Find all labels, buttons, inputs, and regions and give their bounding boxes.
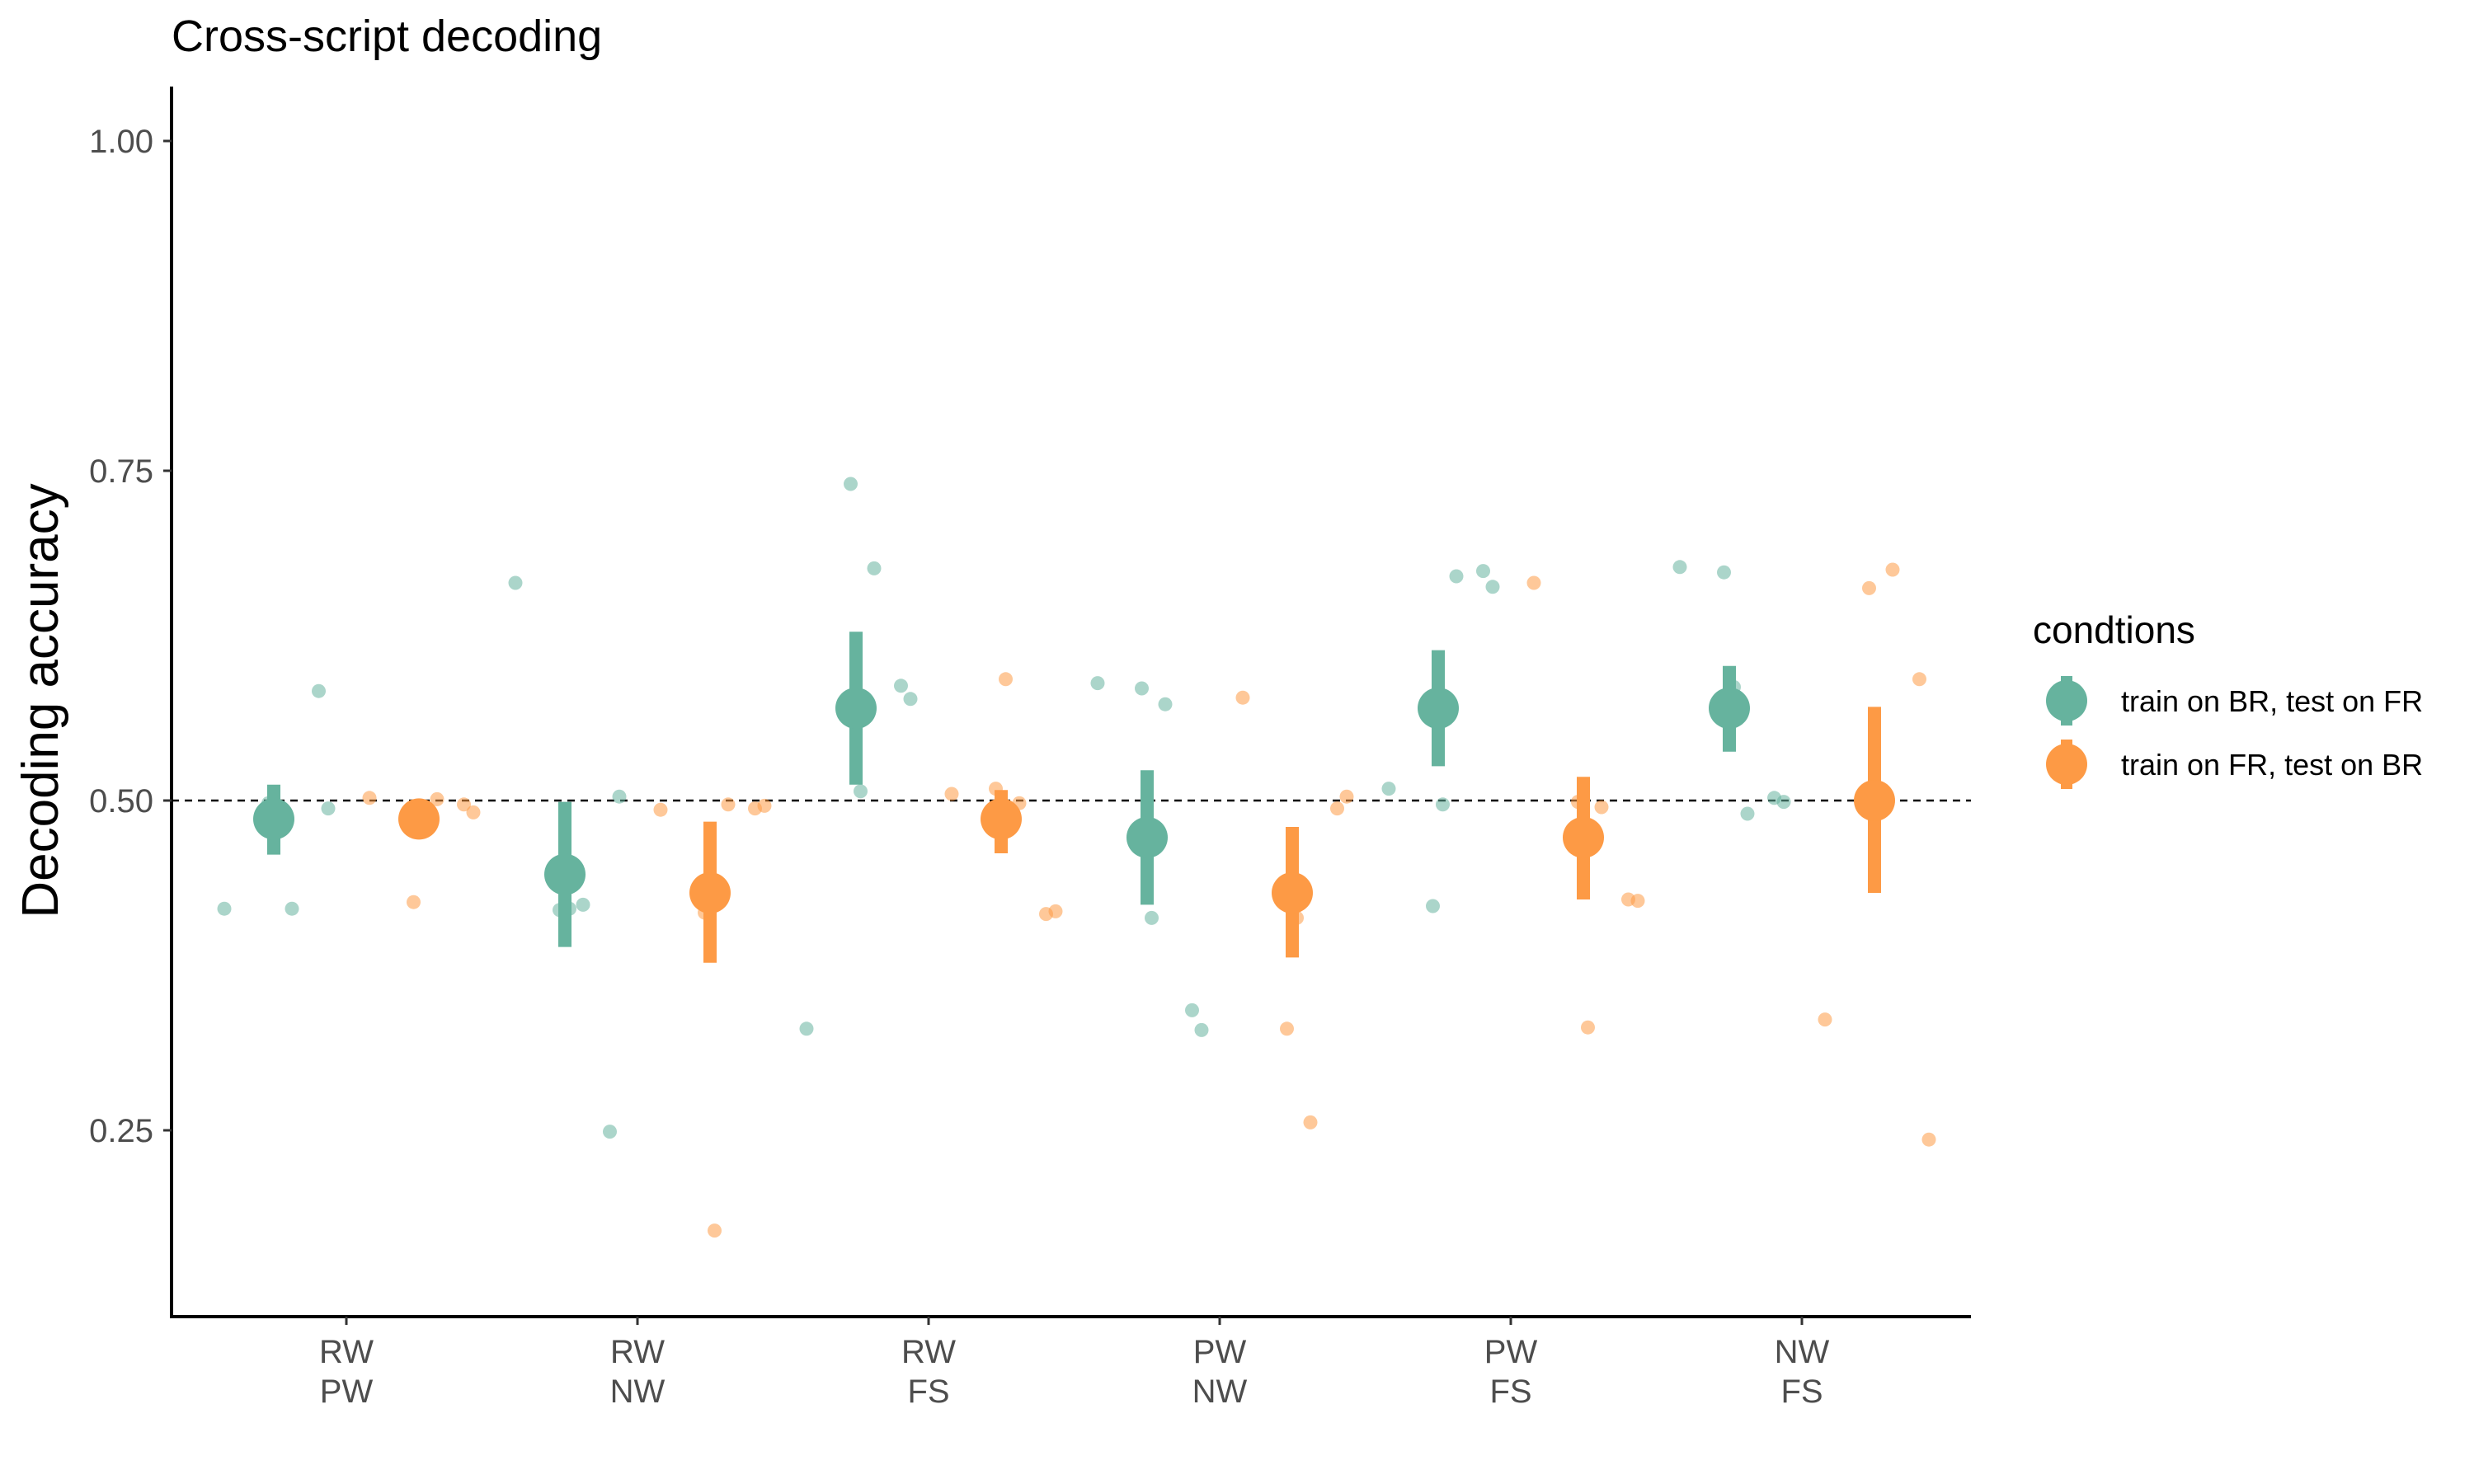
mean-point xyxy=(1418,688,1459,729)
y-tick-label: 0.75 xyxy=(89,453,153,490)
data-point xyxy=(1426,899,1440,913)
data-point xyxy=(217,901,232,916)
x-tick-label-line1: RW xyxy=(610,1334,665,1370)
data-point xyxy=(1717,565,1731,580)
data-point xyxy=(1436,797,1450,812)
x-tick-label-line1: PW xyxy=(1193,1334,1247,1370)
mean-point xyxy=(544,853,586,895)
data-point xyxy=(285,901,299,916)
mean-point xyxy=(689,872,731,913)
data-point xyxy=(1185,1003,1199,1017)
plot-area: 0.25 0.50 0.75 1.00 RW PW RW NW RW FS PW NW PW FS NW FS xyxy=(89,87,1971,1410)
data-point xyxy=(1485,580,1500,594)
x-tick-label-line2: FS xyxy=(1489,1374,1531,1410)
mean-point xyxy=(835,688,877,729)
data-point xyxy=(457,797,471,812)
data-point xyxy=(1339,789,1354,804)
data-point xyxy=(362,791,377,805)
x-tick-label-line1: NW xyxy=(1775,1334,1830,1370)
data-point xyxy=(894,679,908,693)
y-tick-label: 0.25 xyxy=(89,1113,153,1149)
data-point xyxy=(1476,564,1490,579)
data-point xyxy=(1526,575,1541,590)
data-point xyxy=(944,787,959,801)
data-point xyxy=(576,897,590,912)
data-point xyxy=(466,805,481,819)
data-point xyxy=(1381,782,1396,796)
y-tick-label: 0.50 xyxy=(89,783,153,819)
data-point xyxy=(612,789,627,804)
data-point xyxy=(1594,800,1609,815)
legend-key-dot xyxy=(2046,744,2087,785)
data-point xyxy=(757,798,772,813)
x-tick-label-line1: RW xyxy=(901,1334,956,1370)
data-point xyxy=(1862,580,1876,595)
legend-label: train on BR, test on FR xyxy=(2121,684,2423,718)
data-point xyxy=(321,801,336,816)
y-axis-label: Decoding accuracy xyxy=(12,483,69,918)
chart-title: Cross-script decoding xyxy=(172,12,602,61)
data-point xyxy=(1303,1115,1318,1129)
x-tick-label-line2: NW xyxy=(610,1374,666,1410)
data-point xyxy=(1135,681,1149,696)
legend-key-dot xyxy=(2046,680,2087,721)
data-point xyxy=(430,791,444,806)
data-point xyxy=(1818,1012,1832,1027)
data-point xyxy=(999,672,1013,687)
data-point xyxy=(1330,801,1344,816)
x-tick-label-line1: PW xyxy=(1484,1334,1538,1370)
data-point xyxy=(312,683,326,698)
mean-point xyxy=(981,798,1022,840)
data-point xyxy=(708,1223,722,1238)
data-point xyxy=(1145,910,1159,925)
data-point xyxy=(407,895,421,909)
data-point xyxy=(903,692,918,707)
data-point xyxy=(1581,1020,1595,1035)
data-point xyxy=(867,561,882,575)
data-point xyxy=(1235,690,1250,705)
mean-point xyxy=(1854,780,1895,821)
data-point xyxy=(1630,894,1645,909)
mean-point xyxy=(1563,816,1604,858)
data-point xyxy=(1280,1021,1294,1036)
data-point xyxy=(854,784,868,799)
x-tick-label-line2: PW xyxy=(320,1374,374,1410)
data-point xyxy=(1449,569,1464,584)
data-point xyxy=(1740,806,1755,821)
data-point xyxy=(1672,560,1687,575)
mean-point xyxy=(253,798,294,840)
data-point xyxy=(1885,562,1900,577)
data-point xyxy=(1912,672,1926,687)
mean-point xyxy=(1272,872,1313,913)
legend-title: condtions xyxy=(2033,608,2195,651)
mean-point xyxy=(398,798,440,840)
data-point xyxy=(603,1125,617,1139)
data-point xyxy=(1090,676,1105,691)
data-point xyxy=(799,1021,814,1036)
y-tick-label: 1.00 xyxy=(89,124,153,160)
legend: condtions train on BR, test on FR train o… xyxy=(2033,608,2423,789)
data-point xyxy=(508,575,523,590)
data-point xyxy=(1048,904,1063,918)
data-point xyxy=(653,802,668,817)
data-point xyxy=(1194,1022,1209,1037)
data-point xyxy=(1158,697,1173,711)
data-point xyxy=(1776,795,1791,810)
x-tick-label-line2: NW xyxy=(1192,1374,1248,1410)
data-point xyxy=(721,797,736,812)
x-tick-label-line2: FS xyxy=(907,1374,949,1410)
x-tick-label-line2: FS xyxy=(1780,1374,1823,1410)
mean-point xyxy=(1709,688,1750,729)
x-tick-label-line1: RW xyxy=(319,1334,374,1370)
data-point xyxy=(1921,1132,1936,1147)
mean-point xyxy=(1126,816,1168,858)
legend-label: train on FR, test on BR xyxy=(2121,748,2423,782)
data-point xyxy=(844,477,858,491)
